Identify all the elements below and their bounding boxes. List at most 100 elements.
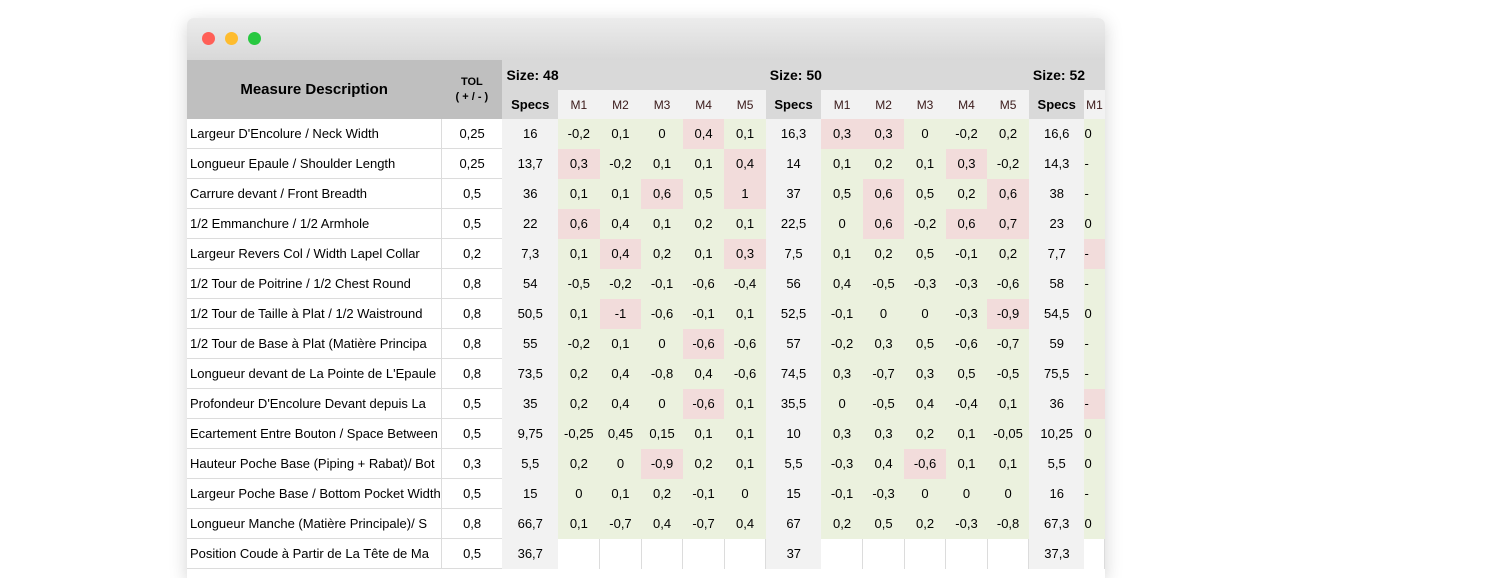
measurement-cell[interactable]: 0 <box>599 448 642 479</box>
tolerance-cell[interactable]: 0,8 <box>441 508 503 539</box>
measurement-cell[interactable]: 0,4 <box>599 388 642 419</box>
measurement-cell[interactable] <box>641 538 684 569</box>
measurement-cell[interactable]: -0,6 <box>682 388 725 419</box>
measurement-cell[interactable]: 0,45 <box>599 418 642 449</box>
measurement-cell[interactable]: 0,1 <box>724 448 766 479</box>
specs-cell[interactable]: 10 <box>765 418 822 449</box>
specs-cell[interactable]: 75,5 <box>1028 358 1085 389</box>
measurement-cell[interactable]: -0,2 <box>904 208 946 239</box>
measurement-cell[interactable]: 0,5 <box>904 328 946 359</box>
measurement-cell[interactable]: - <box>1084 388 1105 419</box>
measurement-cell[interactable]: 0,3 <box>862 418 905 449</box>
specs-cell[interactable]: 54 <box>502 268 559 299</box>
close-button[interactable] <box>202 32 215 45</box>
measurement-cell[interactable]: 0 <box>862 298 905 329</box>
measurement-cell[interactable]: 0 <box>641 328 683 359</box>
specs-cell[interactable]: 5,5 <box>1028 448 1085 479</box>
specs-cell[interactable]: 16 <box>1028 478 1085 509</box>
measure-description-cell[interactable]: 1/2 Tour de Taille à Plat / 1/2 Waistrou… <box>187 298 442 329</box>
measurement-cell[interactable]: -0,2 <box>945 119 988 149</box>
tolerance-cell[interactable]: 0,25 <box>441 119 503 149</box>
specs-cell[interactable]: 54,5 <box>1028 298 1085 329</box>
measurement-cell[interactable]: -0,7 <box>862 358 905 389</box>
measurement-cell[interactable]: 0,1 <box>724 298 766 329</box>
measurement-cell[interactable]: -0,6 <box>904 448 946 479</box>
measurement-cell[interactable]: 0,5 <box>904 178 946 209</box>
measurement-cell[interactable]: 0,2 <box>558 388 600 419</box>
measurement-cell[interactable]: 0,3 <box>724 238 766 269</box>
measurement-cell[interactable]: 0,1 <box>724 208 766 239</box>
measurement-cell[interactable]: -0,3 <box>862 478 905 509</box>
specs-cell[interactable]: 73,5 <box>502 358 559 389</box>
measurement-cell[interactable]: 0 <box>641 388 683 419</box>
specs-cell[interactable]: 23 <box>1028 208 1085 239</box>
measurement-cell[interactable]: 0,5 <box>682 178 725 209</box>
measurement-cell[interactable]: 0,4 <box>821 268 863 299</box>
measure-description-cell[interactable]: Hauteur Poche Base (Piping + Rabat)/ Bot <box>187 448 442 479</box>
measurement-cell[interactable]: 0,3 <box>945 148 988 179</box>
measurement-cell[interactable]: -0,6 <box>945 328 988 359</box>
measurement-cell[interactable]: -0,2 <box>987 148 1029 179</box>
measurement-cell[interactable]: -0,1 <box>682 298 725 329</box>
specs-cell[interactable]: 35 <box>502 388 559 419</box>
measurement-cell[interactable]: -0,4 <box>945 388 988 419</box>
measurement-cell[interactable]: 0,1 <box>599 178 642 209</box>
specs-cell[interactable]: 37 <box>765 538 822 569</box>
measurement-cell[interactable]: -0,3 <box>821 448 863 479</box>
specs-cell[interactable]: 67,3 <box>1028 508 1085 539</box>
measure-description-cell[interactable]: Position Coude à Partir de La Tête de Ma <box>187 538 442 569</box>
measure-description-cell[interactable]: 1/2 Emmanchure / 1/2 Armhole <box>187 208 442 239</box>
measurement-cell[interactable]: -0,6 <box>724 358 766 389</box>
measurement-cell[interactable]: -0,8 <box>987 508 1029 539</box>
measurement-cell[interactable]: 0,4 <box>862 448 905 479</box>
specs-cell[interactable]: 37,3 <box>1028 538 1085 569</box>
tolerance-cell[interactable]: 0,8 <box>441 328 503 359</box>
measurement-cell[interactable]: 0,1 <box>945 418 988 449</box>
specs-cell[interactable]: 5,5 <box>765 448 822 479</box>
measurement-cell[interactable]: -0,3 <box>945 298 988 329</box>
measurement-cell[interactable]: - <box>1084 148 1105 179</box>
specs-cell[interactable]: 16,3 <box>765 119 822 149</box>
maximize-button[interactable] <box>248 32 261 45</box>
measurement-cell[interactable]: 0,1 <box>599 119 642 149</box>
measurement-cell[interactable]: 0,1 <box>987 388 1029 419</box>
measurement-cell[interactable] <box>1084 538 1105 569</box>
measurement-cell[interactable] <box>945 538 988 569</box>
measurement-cell[interactable]: 0,1 <box>599 328 642 359</box>
measurement-cell[interactable]: 0,6 <box>862 208 905 239</box>
specs-cell[interactable]: 74,5 <box>765 358 822 389</box>
measurement-cell[interactable]: 0,6 <box>987 178 1029 209</box>
measure-description-cell[interactable]: Longueur Manche (Matière Principale)/ S <box>187 508 442 539</box>
measurement-cell[interactable]: 0,4 <box>682 119 725 149</box>
measurement-cell[interactable]: 0,3 <box>904 358 946 389</box>
measurement-cell[interactable]: 0,1 <box>945 448 988 479</box>
measurement-cell[interactable]: 0,15 <box>641 418 683 449</box>
specs-cell[interactable]: 14 <box>765 148 822 179</box>
measurement-cell[interactable]: 0,4 <box>599 358 642 389</box>
specs-cell[interactable]: 15 <box>502 478 559 509</box>
specs-cell[interactable]: 59 <box>1028 328 1085 359</box>
measurement-cell[interactable]: 0,1 <box>558 238 600 269</box>
measurement-cell[interactable]: 0,6 <box>641 178 683 209</box>
measurement-cell[interactable]: -0,25 <box>558 418 600 449</box>
measurement-cell[interactable]: -0,6 <box>724 328 766 359</box>
tolerance-cell[interactable]: 0,8 <box>441 268 503 299</box>
measurement-cell[interactable]: 0,3 <box>821 418 863 449</box>
measurement-cell[interactable]: 0 <box>821 388 863 419</box>
measurement-cell[interactable]: 0,1 <box>724 388 766 419</box>
measurement-cell[interactable]: 0 <box>1084 208 1105 239</box>
measurement-cell[interactable]: 0 <box>904 298 946 329</box>
measurement-cell[interactable]: 0 <box>1084 448 1105 479</box>
measurement-cell[interactable]: 0,2 <box>821 508 863 539</box>
measurement-cell[interactable]: 0,2 <box>945 178 988 209</box>
measurement-cell[interactable]: 0,1 <box>904 148 946 179</box>
specs-cell[interactable]: 14,3 <box>1028 148 1085 179</box>
measurement-cell[interactable]: 0,6 <box>862 178 905 209</box>
specs-cell[interactable]: 16,6 <box>1028 119 1085 149</box>
specs-cell[interactable]: 36,7 <box>502 538 559 569</box>
measurement-cell[interactable]: 0,3 <box>821 358 863 389</box>
specs-cell[interactable]: 67 <box>765 508 822 539</box>
measure-description-cell[interactable]: Ecartement Entre Bouton / Space Between <box>187 418 442 449</box>
measurement-cell[interactable]: 0 <box>821 208 863 239</box>
measurement-cell[interactable]: 0 <box>1084 298 1105 329</box>
